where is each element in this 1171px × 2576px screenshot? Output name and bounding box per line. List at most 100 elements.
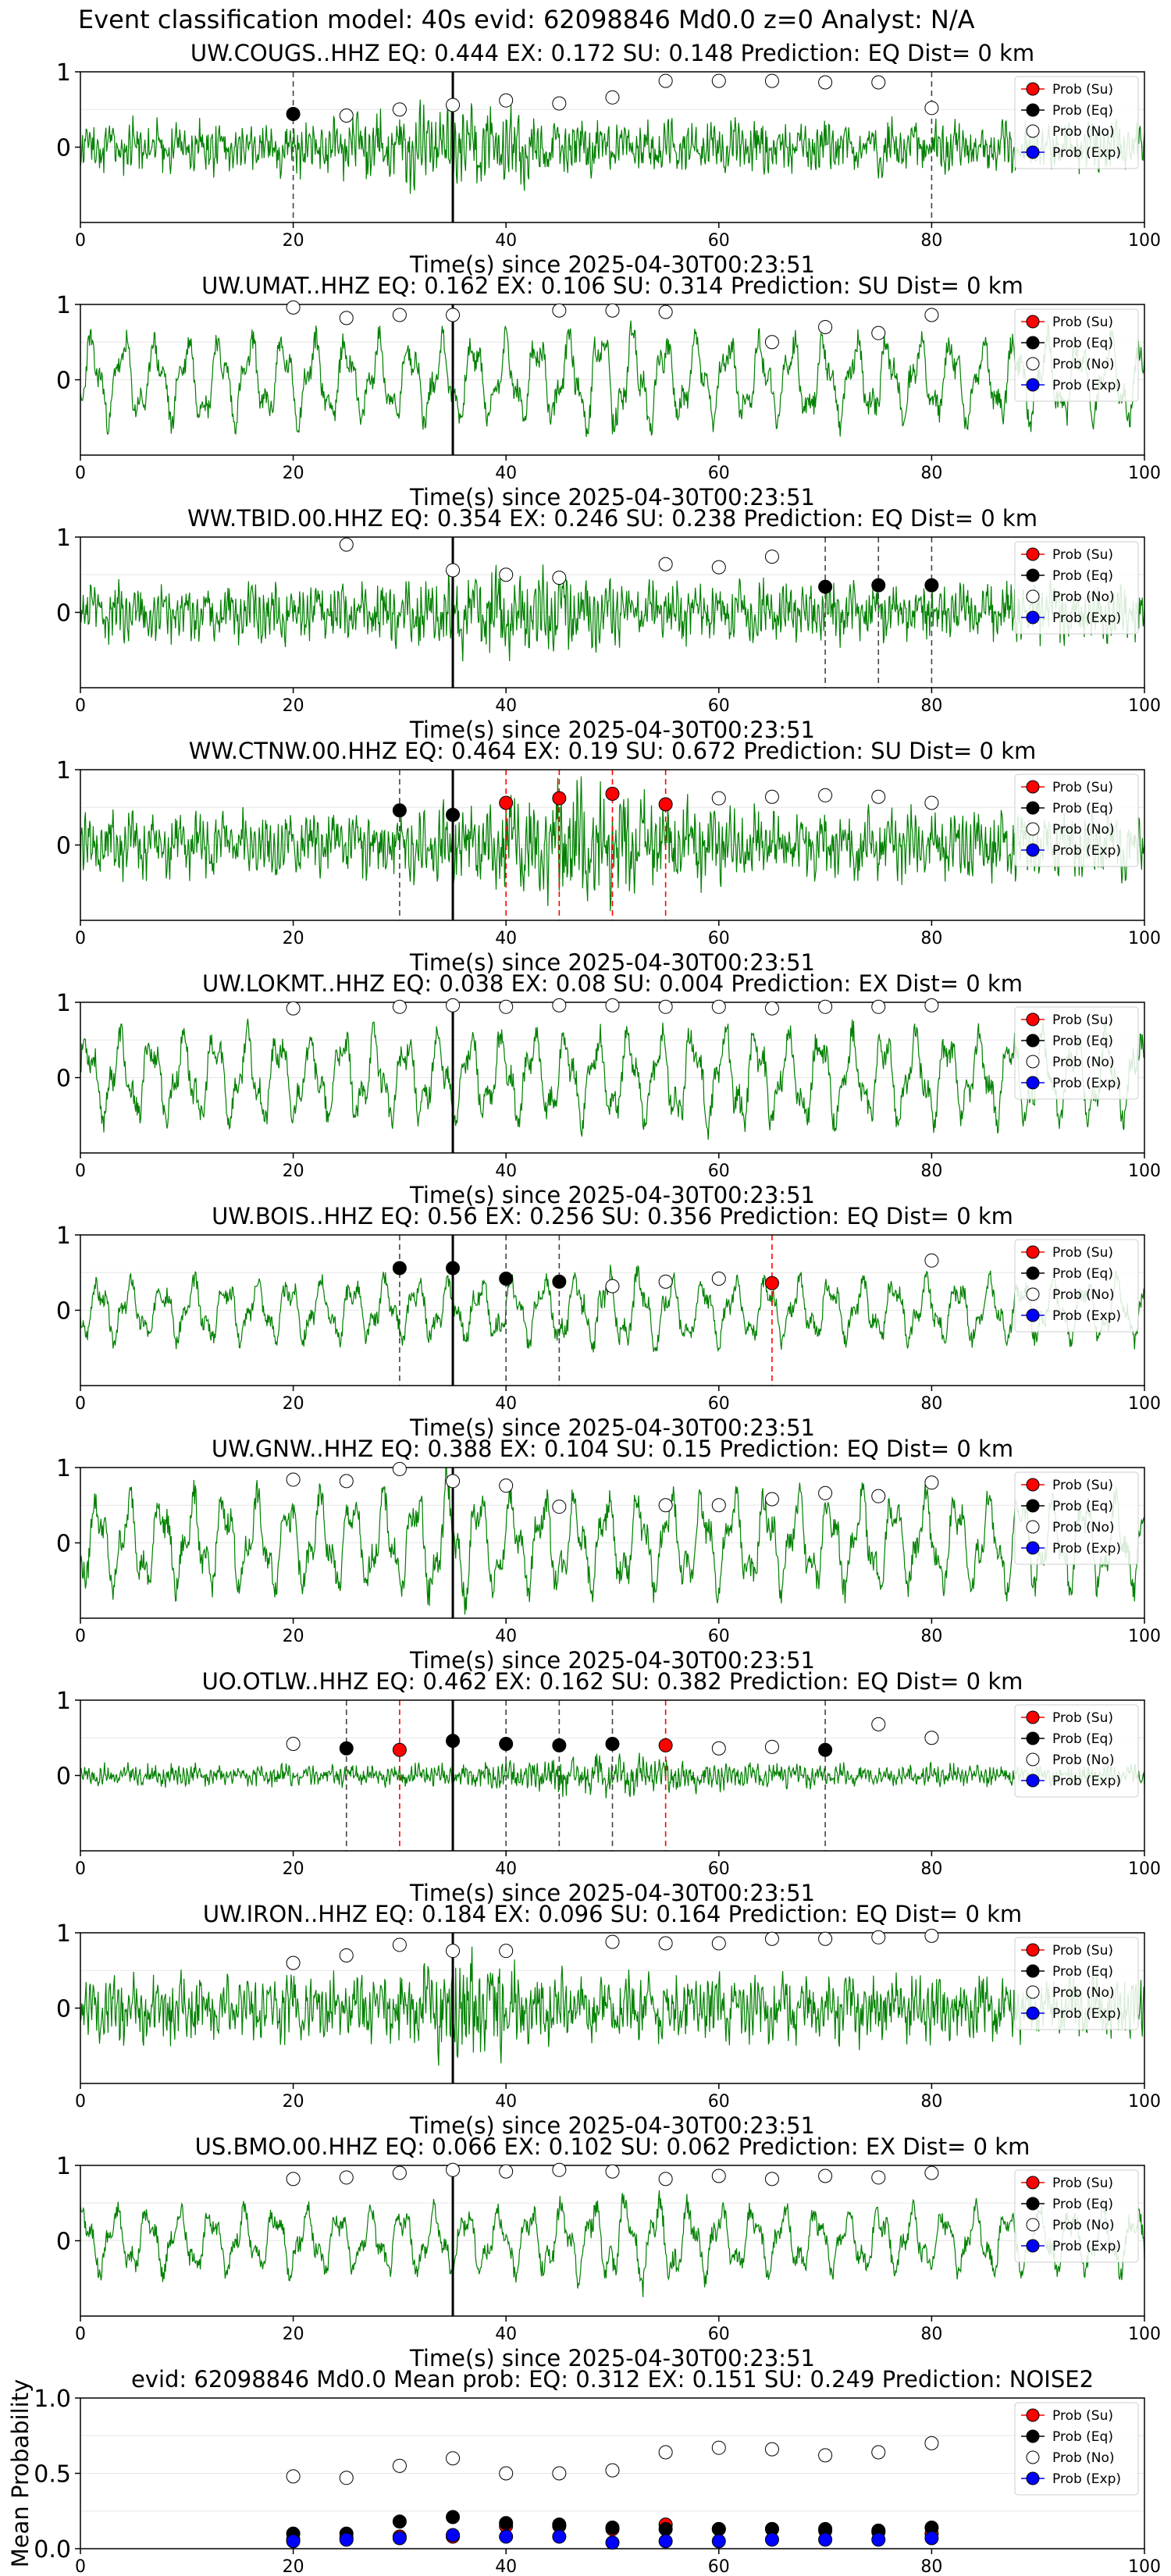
legend-marker-probno <box>1026 1985 1040 1999</box>
marker-probsu <box>658 797 673 812</box>
marker-probno <box>392 1937 407 1952</box>
y-tick-label: 1 <box>56 990 71 1017</box>
legend-label-probeq: Prob (Eq) <box>1052 1964 1113 1980</box>
legend-label-probeq: Prob (Eq) <box>1052 1731 1113 1747</box>
marker-probno <box>871 326 886 340</box>
marker-probsu <box>499 795 514 810</box>
x-tick-label: 80 <box>920 2557 942 2576</box>
legend-label-probexp: Prob (Exp) <box>1052 610 1121 626</box>
marker-probno <box>392 999 407 1014</box>
x-tick-label: 40 <box>495 1627 517 1646</box>
legend-marker-probsu <box>1026 547 1040 561</box>
marker-probno <box>711 1936 726 1951</box>
legend-label-probno: Prob (No) <box>1052 124 1115 140</box>
marker-probno <box>392 308 407 322</box>
marker-probno <box>286 2172 301 2186</box>
legend-marker-probno <box>1026 124 1040 138</box>
legend-marker-probeq <box>1026 1499 1040 1513</box>
legend-marker-probeq <box>1026 2429 1040 2443</box>
x-tick-label: 100 <box>1128 1859 1161 1879</box>
marker-probno <box>286 1736 301 1751</box>
x-tick-label: 60 <box>708 1162 730 1181</box>
y-tick-label: 1 <box>56 1222 71 1250</box>
legend-label-probexp: Prob (Exp) <box>1052 145 1121 161</box>
marker-probno <box>658 1498 673 1513</box>
legend-marker-probexp <box>1026 1541 1040 1555</box>
legend-label-probno: Prob (No) <box>1052 1055 1115 1070</box>
legend-label-probno: Prob (No) <box>1052 2218 1115 2233</box>
legend-marker-probsu <box>1026 1245 1040 1259</box>
legend-marker-probsu <box>1026 1943 1040 1957</box>
marker-probno <box>711 999 726 1014</box>
marker-probno <box>818 2169 833 2183</box>
marker-probno <box>924 101 939 116</box>
x-tick-label: 0 <box>75 2557 86 2576</box>
legend-label-probexp: Prob (Exp) <box>1052 2006 1121 2022</box>
station-panel-4: WW.CTNW.00.HHZ EQ: 0.464 EX: 0.19 SU: 0.… <box>56 738 1161 976</box>
x-tick-label: 40 <box>495 696 517 716</box>
x-tick-label: 60 <box>708 2325 730 2344</box>
marker-probno <box>924 2165 939 2180</box>
marker-probexp <box>658 2534 673 2549</box>
x-axis-label: Time(s) since 2025-04-30T00:23:51 <box>409 949 815 976</box>
marker-probno <box>871 75 886 90</box>
marker-probno <box>286 300 301 315</box>
marker-probno <box>658 1274 673 1289</box>
marker-probeq <box>499 1736 514 1751</box>
marker-probno <box>446 308 461 322</box>
waveform-trace <box>80 99 1144 194</box>
x-tick-label: 100 <box>1128 2092 1161 2112</box>
legend-label-probeq: Prob (Eq) <box>1052 336 1113 351</box>
marker-probno <box>871 1717 886 1731</box>
x-axis-label: Time(s) since 2025-04-30T00:23:51 <box>409 1182 815 1208</box>
marker-probeq <box>446 2510 461 2524</box>
x-tick-label: 80 <box>920 1859 942 1879</box>
waveform-trace <box>80 2190 1144 2297</box>
y-tick-label: 1 <box>56 292 71 319</box>
legend-box <box>1014 2402 1139 2496</box>
y-tick-label: 0.0 <box>34 2536 71 2564</box>
marker-probsu <box>658 1738 673 1752</box>
waveform-trace <box>80 1019 1144 1140</box>
y-tick-label: 0 <box>56 135 71 162</box>
legend-marker-probno <box>1026 589 1040 603</box>
panel-title: UO.OTLW..HHZ EQ: 0.462 EX: 0.162 SU: 0.3… <box>202 1668 1023 1695</box>
legend-marker-probeq <box>1026 1266 1040 1280</box>
panel-title: evid: 62098846 Md0.0 Mean prob: EQ: 0.31… <box>131 2366 1094 2393</box>
marker-probeq <box>392 2514 407 2529</box>
marker-probno <box>658 1936 673 1951</box>
legend-marker-probeq <box>1026 1034 1040 1048</box>
waveform-trace <box>80 564 1144 662</box>
y-tick-label: 0 <box>56 1298 71 1325</box>
marker-probno <box>339 537 354 552</box>
marker-probsu <box>764 1276 779 1290</box>
legend-marker-probexp <box>1026 2239 1040 2253</box>
y-tick-label: 1 <box>56 757 71 785</box>
marker-probeq <box>392 1261 407 1276</box>
legend-marker-probeq <box>1026 801 1040 815</box>
marker-probno <box>605 303 620 318</box>
marker-probno <box>764 1739 779 1754</box>
marker-probeq <box>552 1738 567 1752</box>
marker-probno <box>871 1489 886 1503</box>
x-tick-label: 80 <box>920 1627 942 1646</box>
x-axis-label: Time(s) since 2025-04-30T00:23:51 <box>409 1880 815 1906</box>
marker-probexp <box>818 2532 833 2547</box>
legend-marker-probsu <box>1026 2408 1040 2422</box>
panel-title: UW.UMAT..HHZ EQ: 0.162 EX: 0.106 SU: 0.3… <box>201 272 1023 299</box>
marker-probexp <box>392 2531 407 2546</box>
marker-probeq <box>499 1271 514 1286</box>
marker-probno <box>924 998 939 1012</box>
marker-probno <box>392 2165 407 2180</box>
legend-marker-probno <box>1026 1520 1040 1534</box>
marker-probno <box>286 1955 301 1970</box>
marker-probno <box>552 2162 567 2177</box>
x-tick-label: 80 <box>920 1394 942 1414</box>
panel-title: UW.BOIS..HHZ EQ: 0.56 EX: 0.256 SU: 0.35… <box>212 1203 1013 1229</box>
marker-probexp <box>499 2529 514 2544</box>
marker-probno <box>924 795 939 810</box>
marker-probno <box>552 571 567 585</box>
marker-probeq <box>499 2516 514 2531</box>
x-tick-label: 100 <box>1128 1627 1161 1646</box>
marker-probeq <box>605 2520 620 2535</box>
